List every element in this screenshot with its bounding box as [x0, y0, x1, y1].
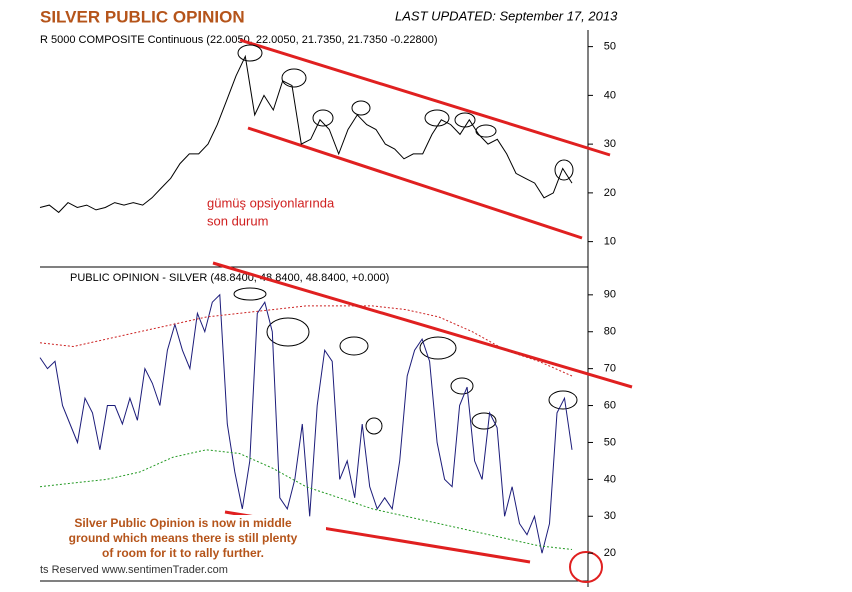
y-tick-label: 30 [604, 510, 616, 522]
trend-lines [212, 38, 633, 564]
note: Silver Public Opinion is now in middle [74, 516, 292, 530]
panel-title: PUBLIC OPINION - SILVER (48.8400, 48.840… [70, 272, 389, 284]
y-tick-label: 40 [604, 473, 616, 485]
y-tick-label: 60 [604, 399, 616, 411]
annotation: son durum [207, 213, 268, 228]
series-line [39, 449, 573, 550]
series-line [39, 305, 573, 377]
series-line [39, 293, 573, 554]
note-bg [36, 515, 326, 563]
y-tick-label: 70 [604, 363, 616, 375]
y-tick-label: 80 [604, 326, 616, 338]
y-tick-label: 90 [604, 289, 616, 301]
footer: ts Reserved www.sentimenTrader.com [40, 564, 228, 576]
y-tick-label: 20 [604, 187, 616, 199]
y-tick-label: 10 [604, 236, 616, 248]
circles [233, 44, 578, 435]
page-title: SILVER PUBLIC OPINION [40, 7, 245, 26]
updated: LAST UPDATED: September 17, 2013 [395, 8, 618, 23]
note: ground which means there is still plenty [69, 531, 298, 545]
circle [569, 551, 603, 583]
annotation: gümüş opsiyonlarında [207, 195, 335, 210]
y-tick-label: 40 [604, 89, 616, 101]
y-tick-label: 30 [604, 138, 616, 150]
panel-title: R 5000 COMPOSITE Continuous (22.0050, 22… [40, 34, 438, 46]
note: of room for it to rally further. [102, 546, 264, 560]
series-line [39, 54, 573, 214]
y-tick-label: 20 [604, 547, 616, 559]
y-tick-label: 50 [604, 41, 616, 53]
y-tick-label: 50 [604, 436, 616, 448]
